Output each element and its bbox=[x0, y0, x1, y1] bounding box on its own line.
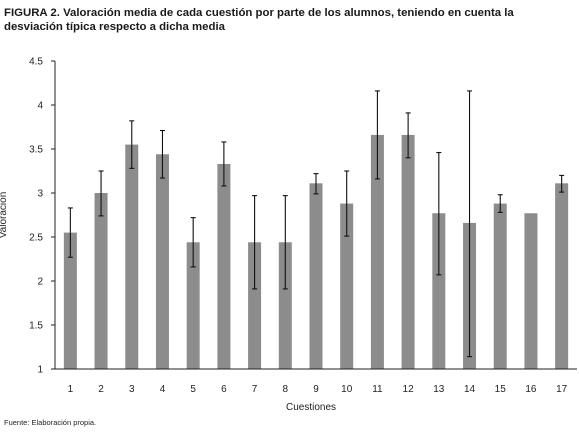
bar bbox=[186, 242, 200, 369]
bar bbox=[248, 242, 262, 369]
x-tick-label: 16 bbox=[525, 384, 537, 395]
bar bbox=[340, 203, 354, 369]
error-bar bbox=[67, 207, 73, 258]
error-bars bbox=[67, 90, 565, 358]
bar bbox=[217, 163, 231, 369]
bar bbox=[155, 154, 169, 369]
error-bar bbox=[313, 173, 319, 195]
figure-label: FIGURA 2. bbox=[4, 7, 60, 19]
error-bar bbox=[497, 194, 503, 213]
x-axis-title: Cuestiones bbox=[286, 402, 336, 413]
error-bar bbox=[129, 120, 135, 169]
bar bbox=[94, 193, 108, 369]
x-tick-label: 7 bbox=[252, 384, 258, 395]
x-tick-label: 2 bbox=[98, 384, 104, 395]
bar bbox=[63, 232, 77, 369]
error-bar bbox=[98, 170, 104, 217]
x-tick-label: 12 bbox=[403, 384, 415, 395]
error-bar bbox=[344, 170, 350, 237]
y-axis: 1 1.5 2 2.5 3 3.5 4 4.5 bbox=[29, 57, 56, 376]
bar bbox=[524, 213, 538, 369]
x-tick-label: 14 bbox=[464, 384, 476, 395]
y-tick-label: 3.5 bbox=[29, 145, 43, 156]
error-bar bbox=[252, 195, 258, 290]
y-axis-title: Valoracion bbox=[0, 192, 9, 239]
bar bbox=[125, 144, 139, 369]
x-axis: 1 2 3 4 5 6 7 8 9 10 11 12 13 14 15 16 17 bbox=[55, 368, 577, 395]
x-tick-label: 4 bbox=[160, 384, 166, 395]
x-tick-label: 10 bbox=[341, 384, 353, 395]
y-tick-label: 4 bbox=[37, 101, 43, 112]
figure-source: Fuente: Elaboración propia. bbox=[4, 418, 97, 427]
y-tick-label: 1.5 bbox=[29, 321, 43, 332]
error-bar bbox=[374, 90, 380, 180]
x-tick-label: 15 bbox=[495, 384, 507, 395]
figure-title-text: Valoración media de cada cuestión por pa… bbox=[4, 7, 514, 33]
bar bbox=[278, 242, 292, 369]
bar bbox=[370, 134, 384, 369]
x-tick-label: 8 bbox=[283, 384, 289, 395]
x-tick-label: 17 bbox=[556, 384, 568, 395]
x-tick-label: 9 bbox=[313, 384, 319, 395]
bar bbox=[401, 134, 415, 369]
error-bar bbox=[436, 151, 442, 276]
y-tick-label: 3 bbox=[37, 189, 43, 200]
y-tick-label: 1 bbox=[37, 365, 43, 376]
x-tick-label: 6 bbox=[221, 384, 227, 395]
x-tick-label: 1 bbox=[68, 384, 74, 395]
bar bbox=[309, 183, 323, 369]
bar bbox=[432, 213, 446, 369]
y-tick-label: 2 bbox=[37, 277, 43, 288]
figure-title: FIGURA 2. Valoración media de cada cuest… bbox=[4, 6, 575, 34]
error-bar bbox=[159, 129, 165, 179]
x-tick-label: 5 bbox=[190, 384, 196, 395]
bar bbox=[555, 183, 569, 369]
y-tick-label: 2.5 bbox=[29, 233, 43, 244]
error-bar bbox=[467, 90, 473, 358]
error-bar bbox=[190, 217, 196, 268]
bars bbox=[63, 134, 569, 369]
bar bbox=[493, 203, 507, 369]
x-tick-label: 11 bbox=[372, 384, 383, 395]
x-tick-label: 3 bbox=[129, 384, 135, 395]
error-bar bbox=[559, 174, 565, 193]
error-bar bbox=[282, 195, 288, 290]
x-tick-label: 13 bbox=[433, 384, 445, 395]
y-tick-label: 4.5 bbox=[29, 57, 43, 68]
error-bar bbox=[221, 141, 227, 187]
error-bar bbox=[405, 112, 411, 159]
